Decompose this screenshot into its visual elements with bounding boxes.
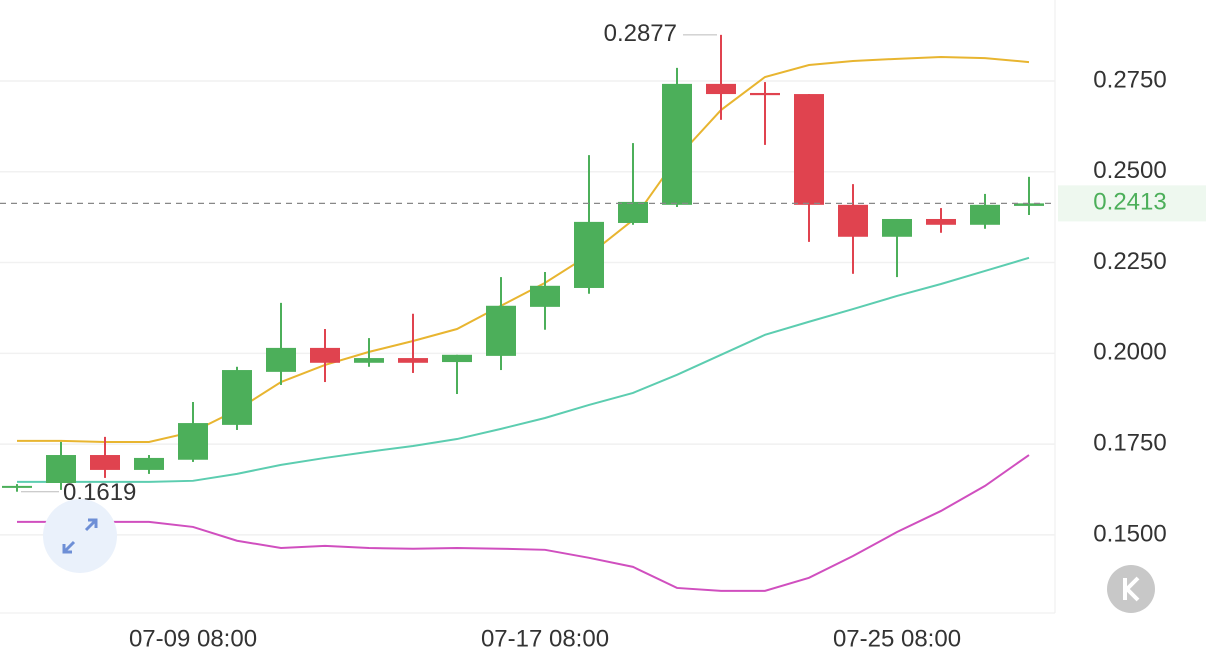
x-tick-label: 07-17 08:00 [481,625,609,652]
candle-body [398,358,428,363]
candle-body [618,201,648,223]
candle-body [1014,203,1044,206]
max-label: 0.2877 [604,20,677,47]
indicator-line [17,56,1030,443]
y-tick-label: 0.1750 [1093,429,1166,456]
k-button[interactable] [1107,565,1155,613]
candle-body [794,94,824,205]
candle-body [46,455,76,483]
candle-body [926,218,956,225]
y-tick-label: 0.1500 [1093,520,1166,547]
y-tick-label: 0.2250 [1093,248,1166,275]
expand-bg [43,499,117,573]
y-tick-label: 0.2000 [1093,339,1166,366]
candle-body [90,455,120,470]
candle-body [706,83,736,95]
y-tick-label: 0.2750 [1093,66,1166,93]
candle-body [178,423,208,460]
k-icon [1123,576,1140,602]
k-bg [1107,565,1155,613]
candle-body [486,305,516,356]
candle-body [750,92,780,96]
candle-body [134,457,164,470]
candle-body [266,347,296,372]
candle-body [970,204,1000,225]
candle-body [662,83,692,205]
candle-body [530,285,560,307]
indicator-line [17,256,1030,483]
candle-body [882,218,912,237]
y-tick-label: 0.2500 [1093,157,1166,184]
last-price-label: 0.2413 [1093,189,1166,216]
candle-body [222,370,252,425]
candle-body [310,347,340,363]
candle-body [442,354,472,363]
plot: 0.1500 0.1750 0.2000 0.2250 0.2500 0.2750 07-0… [0,20,1206,652]
expand-icon [62,518,98,554]
last-price-bg [1058,185,1206,222]
candle-body [2,485,32,488]
x-tick-label: 07-25 08:00 [833,625,961,652]
expand-button[interactable] [43,499,117,573]
candle-body [354,358,384,363]
indicator-line [17,454,1030,592]
candle-body [574,221,604,288]
candle-body [838,204,868,237]
x-tick-label: 07-09 08:00 [129,625,257,652]
